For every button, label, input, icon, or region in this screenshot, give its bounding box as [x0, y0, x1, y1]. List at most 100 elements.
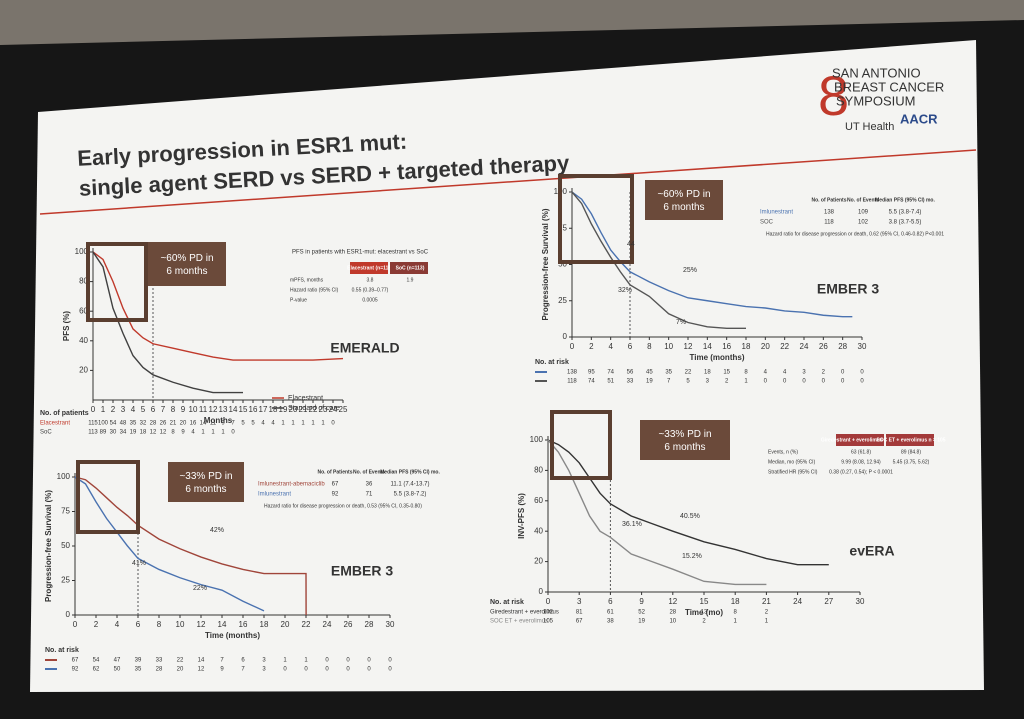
y-tick-label: 80 [79, 277, 88, 286]
point-label: 36.1% [622, 521, 642, 528]
x-tick-label: 30 [856, 597, 865, 606]
table-cell: 5.5 (3.8-7.2) [394, 492, 427, 498]
risk-count: 0 [325, 667, 329, 673]
survival-curve [74, 476, 265, 612]
table-cell: Stratified HR (95% CI) [768, 469, 818, 475]
x-tick-label: 18 [260, 620, 269, 629]
risk-count: 4 [783, 370, 787, 376]
risk-count: 118 [567, 379, 577, 385]
x-tick-label: 12 [684, 342, 693, 351]
risk-count: 8 [744, 370, 748, 376]
table-header: No. of Patients [317, 469, 352, 475]
x-tick-label: 20 [289, 405, 298, 414]
risk-count: 1 [765, 619, 769, 625]
x-tick-label: 15 [239, 405, 248, 414]
trial-label: EMERALD [330, 340, 399, 356]
point-label: 32% [618, 287, 632, 294]
risk-count: 15 [723, 370, 730, 376]
table-cell: P-value [290, 297, 307, 303]
x-tick-label: 3 [577, 597, 582, 606]
x-tick-label: 24 [800, 342, 809, 351]
risk-count: 16 [190, 421, 197, 427]
x-tick-label: 20 [281, 620, 290, 629]
table-row-label: SOC [760, 220, 774, 226]
legend-label: Elacestrant [288, 395, 323, 402]
table-cell: 0.38 (0.27, 0.54); P < 0.0001 [829, 469, 893, 475]
risk-count: 2 [822, 370, 826, 376]
logo-text: UT Health [845, 121, 894, 133]
x-tick-label: 16 [249, 405, 258, 414]
risk-title: No. at risk [490, 599, 524, 606]
x-tick-label: 11 [199, 405, 208, 414]
table-header: Median PFS (95% CI) mo. [380, 469, 440, 475]
risk-count: 28 [150, 421, 157, 427]
risk-count: 1 [291, 421, 295, 427]
x-tick-label: 8 [647, 342, 652, 351]
y-axis-label: Progression-free Survival (%) [541, 208, 550, 320]
risk-count: 2 [765, 610, 769, 616]
x-tick-label: 10 [664, 342, 673, 351]
x-tick-label: 4 [115, 620, 120, 629]
survival-curve [571, 191, 853, 318]
table-cell: Median, mo (95% CI) [768, 459, 816, 465]
x-axis-label: Time (mo) [685, 608, 723, 617]
table-cell: 109 [858, 210, 869, 216]
risk-row-label: SOC ET + everolimus [490, 619, 548, 625]
x-tick-label: 2 [94, 620, 99, 629]
risk-count: 3 [262, 658, 266, 664]
risk-count: 113 [88, 430, 98, 436]
table-header-cell [350, 262, 388, 274]
table-header: No. of Events [847, 197, 879, 203]
y-tick-label: 60 [534, 496, 543, 505]
annotation-box [645, 180, 723, 220]
risk-count: 10 [669, 619, 676, 625]
risk-count: 1 [301, 421, 305, 427]
risk-count: 12 [198, 667, 205, 673]
risk-count: 4 [191, 430, 195, 436]
x-tick-label: 25 [339, 405, 348, 414]
y-tick-label: 75 [558, 223, 567, 232]
risk-count: 30 [110, 430, 117, 436]
x-tick-label: 12 [197, 620, 206, 629]
trial-label: evERA [849, 543, 894, 559]
x-tick-label: 24 [793, 597, 802, 606]
x-tick-label: 16 [722, 342, 731, 351]
x-tick-label: 28 [838, 342, 847, 351]
risk-count: 18 [140, 430, 147, 436]
table-header: Giredestrant + everolimus n = 102 [821, 437, 902, 443]
point-label: 44 [627, 241, 635, 248]
x-tick-label: 26 [819, 342, 828, 351]
risk-count: 51 [607, 379, 614, 385]
y-tick-label: 0 [539, 587, 544, 596]
risk-count: 11 [210, 421, 217, 427]
risk-row-label: SoC [40, 430, 52, 436]
risk-count: 9 [181, 430, 185, 436]
x-tick-label: 14 [703, 342, 712, 351]
x-tick-label: 13 [219, 405, 228, 414]
legend-label: Standard of care [288, 405, 340, 412]
highlight-frame [86, 242, 148, 322]
annotation: ~60% PD in 6 months [657, 189, 710, 213]
risk-count: 0 [367, 667, 371, 673]
annotation: ~33% PD in 6 months [658, 429, 711, 453]
y-tick-label: 20 [534, 557, 543, 566]
risk-count: 28 [669, 610, 676, 616]
risk-row-label: Elacestrant [40, 421, 70, 427]
table-cell: 0.0005 [362, 297, 378, 303]
annotation-box [640, 420, 730, 460]
y-tick-label: 40 [79, 336, 88, 345]
risk-count: 50 [114, 667, 121, 673]
risk-count: 1 [283, 658, 287, 664]
y-axis-label: Progression-free Survival (%) [44, 490, 53, 602]
risk-count: 2 [702, 619, 706, 625]
table-cell: Hazard ratio (95% CI) [290, 287, 339, 293]
table-header-cell [886, 434, 934, 446]
risk-count: 0 [841, 379, 845, 385]
risk-count: 0 [388, 667, 392, 673]
risk-count: 3 [262, 667, 266, 673]
table-note: Hazard ratio for disease progression or … [264, 503, 422, 509]
risk-count: 4 [764, 370, 768, 376]
risk-count: 34 [120, 430, 127, 436]
y-axis-label: PFS (%) [62, 311, 71, 342]
table-header-cell [836, 434, 884, 446]
